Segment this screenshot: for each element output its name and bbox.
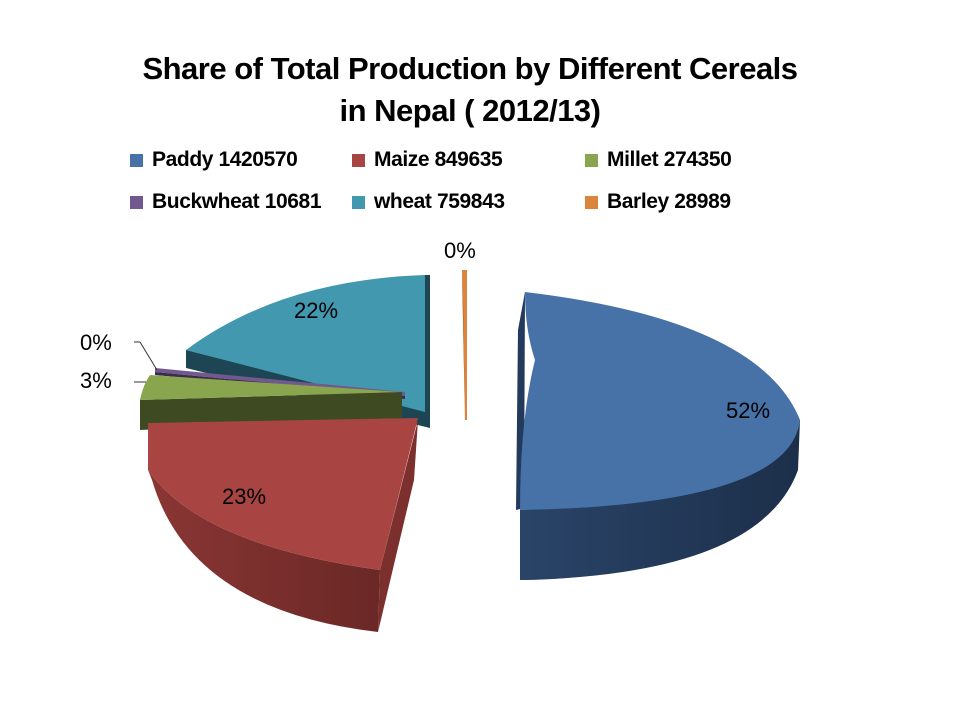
- legend-label-maize: Maize 849635: [374, 148, 503, 171]
- pie-slice-maize: [148, 418, 418, 570]
- legend-item-buckwheat: Buckwheat 10681: [130, 190, 322, 214]
- legend-swatch-barley: [585, 195, 598, 209]
- legend-label-wheat: wheat 759843: [374, 190, 505, 213]
- legend-label-barley: Barley 28989: [607, 190, 731, 213]
- chart-title: Share of Total Production by Different C…: [0, 48, 940, 132]
- legend-swatch-millet: [585, 153, 598, 167]
- legend-item-maize: Maize 849635: [352, 148, 503, 172]
- pie-slice-paddy: [520, 292, 800, 510]
- slice-label-wheat: 22%: [294, 298, 338, 323]
- legend-label-paddy: Paddy 1420570: [152, 148, 298, 171]
- chart-title-line-2: in Nepal ( 2012/13): [339, 93, 601, 128]
- legend-swatch-paddy: [130, 153, 143, 167]
- legend-label-buckwheat: Buckwheat 10681: [152, 190, 322, 213]
- slice-label-maize: 23%: [222, 484, 266, 509]
- slice-label-barley: 0%: [444, 238, 476, 263]
- legend-item-barley: Barley 28989: [585, 190, 731, 214]
- pie-slice-millet: [140, 375, 402, 400]
- legend-swatch-wheat: [352, 195, 365, 209]
- legend-swatch-buckwheat: [130, 195, 143, 209]
- legend-label-millet: Millet 274350: [607, 148, 732, 171]
- legend-item-paddy: Paddy 1420570: [130, 148, 298, 172]
- legend-item-millet: Millet 274350: [585, 148, 732, 172]
- slice-label-paddy: 52%: [726, 398, 770, 423]
- pie-slice-wheat: [186, 275, 425, 412]
- slice-label-millet: 3%: [80, 368, 112, 393]
- legend-swatch-maize: [352, 153, 365, 167]
- slice-label-buckwheat: 0%: [80, 330, 112, 355]
- pie-slice-barley: [462, 270, 467, 420]
- legend-item-wheat: wheat 759843: [352, 190, 505, 214]
- chart-title-line-1: Share of Total Production by Different C…: [142, 51, 798, 86]
